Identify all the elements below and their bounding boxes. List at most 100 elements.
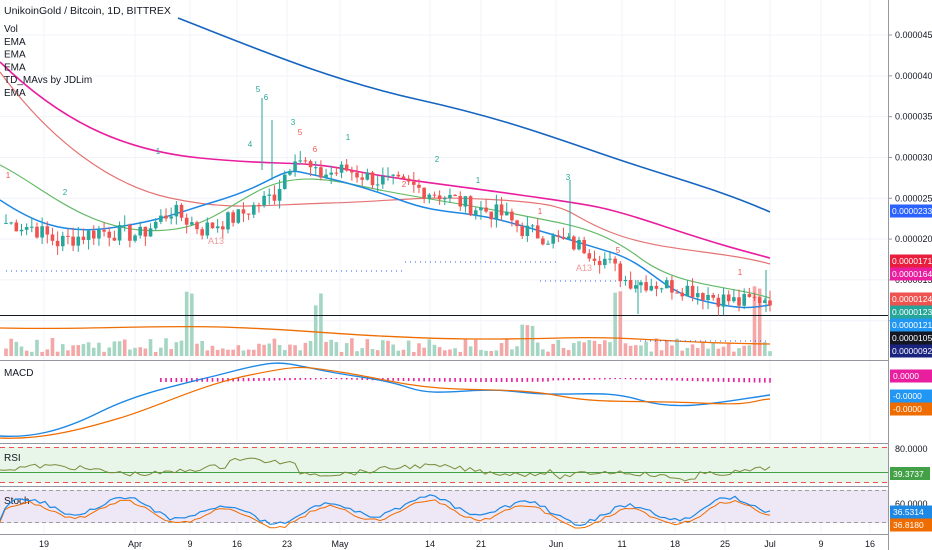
candle[interactable] bbox=[752, 292, 757, 302]
candle[interactable] bbox=[9, 221, 13, 225]
candle[interactable] bbox=[246, 213, 251, 220]
candle[interactable] bbox=[530, 224, 535, 233]
candle[interactable] bbox=[226, 211, 230, 234]
candle[interactable] bbox=[66, 228, 70, 245]
candle[interactable] bbox=[298, 151, 303, 165]
candle[interactable] bbox=[81, 228, 86, 245]
candle[interactable] bbox=[768, 290, 772, 312]
candle[interactable] bbox=[659, 287, 664, 293]
candle[interactable] bbox=[391, 173, 395, 185]
candle[interactable] bbox=[489, 211, 494, 228]
candle[interactable] bbox=[448, 188, 452, 203]
candle[interactable] bbox=[370, 171, 375, 189]
candle[interactable] bbox=[484, 199, 488, 214]
candle[interactable] bbox=[381, 167, 385, 189]
candle[interactable] bbox=[406, 175, 411, 185]
candle[interactable] bbox=[597, 255, 602, 274]
candle[interactable] bbox=[221, 220, 225, 239]
time-axis[interactable]: 19 Apr 9 16 23 May 14 21 Jun 11 18 25 Jul 9 16 bbox=[39, 539, 875, 549]
candle[interactable] bbox=[153, 218, 158, 231]
candle[interactable] bbox=[675, 289, 679, 294]
candle[interactable] bbox=[401, 174, 406, 180]
candle[interactable] bbox=[649, 278, 654, 292]
candle[interactable] bbox=[329, 165, 334, 185]
candle[interactable] bbox=[726, 290, 731, 305]
candle[interactable] bbox=[112, 230, 117, 242]
candle[interactable] bbox=[308, 159, 313, 177]
candle[interactable] bbox=[86, 229, 91, 250]
candle[interactable] bbox=[639, 279, 643, 293]
candlesticks[interactable] bbox=[4, 98, 772, 316]
candle[interactable] bbox=[319, 160, 323, 181]
candle[interactable] bbox=[190, 216, 194, 226]
candle[interactable] bbox=[350, 166, 354, 181]
candle[interactable] bbox=[282, 170, 287, 190]
candle[interactable] bbox=[251, 202, 256, 219]
candle[interactable] bbox=[473, 207, 478, 220]
candle[interactable] bbox=[184, 213, 189, 234]
candle[interactable] bbox=[551, 232, 555, 249]
candle[interactable] bbox=[603, 252, 607, 269]
candle[interactable] bbox=[210, 222, 215, 229]
candle[interactable] bbox=[179, 203, 184, 222]
candle[interactable] bbox=[494, 194, 499, 228]
candle[interactable] bbox=[313, 161, 318, 176]
candle[interactable] bbox=[711, 292, 716, 301]
candle[interactable] bbox=[324, 168, 328, 179]
candle[interactable] bbox=[117, 221, 122, 246]
candle[interactable] bbox=[97, 225, 101, 246]
candle[interactable] bbox=[695, 286, 700, 305]
candle[interactable] bbox=[355, 165, 359, 183]
candle[interactable] bbox=[55, 231, 60, 255]
stoch-pane[interactable]: Stoch bbox=[0, 490, 888, 529]
candle[interactable] bbox=[721, 287, 726, 316]
candle[interactable] bbox=[174, 201, 179, 225]
candle[interactable] bbox=[737, 289, 741, 312]
candle[interactable] bbox=[128, 223, 132, 248]
candle[interactable] bbox=[60, 231, 65, 252]
candle[interactable] bbox=[442, 196, 447, 206]
candle[interactable] bbox=[91, 225, 96, 245]
candle[interactable] bbox=[334, 166, 339, 176]
candle[interactable] bbox=[365, 168, 370, 181]
candle[interactable] bbox=[386, 167, 390, 181]
candle[interactable] bbox=[360, 172, 364, 186]
candle[interactable] bbox=[628, 271, 633, 290]
candle[interactable] bbox=[582, 236, 586, 255]
candle[interactable] bbox=[277, 179, 282, 209]
candle[interactable] bbox=[608, 251, 612, 264]
candle[interactable] bbox=[122, 215, 127, 232]
candle[interactable] bbox=[453, 194, 457, 197]
candle[interactable] bbox=[303, 156, 308, 165]
candle[interactable] bbox=[205, 217, 210, 239]
candle[interactable] bbox=[169, 207, 173, 225]
candle[interactable] bbox=[520, 222, 525, 239]
candle[interactable] bbox=[566, 233, 571, 240]
candle[interactable] bbox=[664, 277, 669, 289]
candle[interactable] bbox=[164, 208, 168, 222]
candle[interactable] bbox=[701, 292, 705, 310]
candle[interactable] bbox=[742, 288, 746, 310]
candle[interactable] bbox=[468, 195, 473, 217]
candle[interactable] bbox=[510, 208, 514, 227]
candle[interactable] bbox=[706, 287, 710, 310]
candle[interactable] bbox=[504, 202, 509, 216]
candle[interactable] bbox=[747, 287, 752, 298]
candle[interactable] bbox=[19, 223, 24, 236]
candle[interactable] bbox=[463, 196, 468, 213]
candle[interactable] bbox=[732, 289, 736, 303]
candle[interactable] bbox=[339, 161, 344, 179]
candle[interactable] bbox=[14, 219, 19, 232]
candle[interactable] bbox=[272, 185, 277, 205]
candle[interactable] bbox=[76, 226, 81, 252]
candle[interactable] bbox=[479, 201, 483, 220]
candle[interactable] bbox=[680, 287, 685, 301]
candle[interactable] bbox=[40, 217, 44, 244]
candle[interactable] bbox=[499, 197, 504, 221]
candle[interactable] bbox=[143, 226, 148, 246]
candle[interactable] bbox=[546, 240, 550, 245]
candle[interactable] bbox=[685, 280, 690, 297]
candle[interactable] bbox=[716, 293, 721, 316]
